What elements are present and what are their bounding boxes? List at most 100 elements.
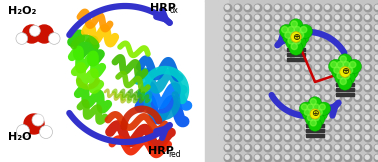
- Circle shape: [355, 75, 359, 79]
- Circle shape: [365, 155, 369, 159]
- Circle shape: [285, 5, 289, 9]
- Circle shape: [314, 134, 322, 142]
- Circle shape: [17, 125, 29, 138]
- Circle shape: [354, 114, 362, 122]
- Circle shape: [337, 62, 343, 68]
- Circle shape: [291, 32, 301, 42]
- Circle shape: [294, 14, 302, 22]
- Circle shape: [264, 134, 272, 142]
- Circle shape: [315, 75, 319, 79]
- Circle shape: [295, 45, 299, 49]
- Circle shape: [275, 75, 279, 79]
- Circle shape: [255, 95, 259, 99]
- Circle shape: [235, 75, 239, 79]
- Circle shape: [374, 154, 378, 162]
- Circle shape: [325, 25, 329, 29]
- Circle shape: [275, 25, 279, 29]
- Circle shape: [284, 104, 292, 112]
- Circle shape: [325, 115, 329, 119]
- Circle shape: [305, 105, 309, 109]
- Circle shape: [305, 155, 309, 159]
- Circle shape: [245, 65, 249, 69]
- Circle shape: [304, 84, 312, 92]
- Circle shape: [285, 95, 289, 99]
- Circle shape: [340, 67, 350, 77]
- Circle shape: [315, 85, 319, 89]
- Circle shape: [245, 135, 249, 139]
- Circle shape: [335, 5, 339, 9]
- Circle shape: [315, 125, 319, 129]
- Circle shape: [224, 124, 232, 132]
- Circle shape: [235, 125, 239, 129]
- Circle shape: [324, 114, 332, 122]
- Circle shape: [282, 27, 288, 33]
- Circle shape: [335, 65, 339, 69]
- Circle shape: [294, 154, 302, 162]
- Circle shape: [294, 4, 302, 12]
- Circle shape: [225, 25, 229, 29]
- Circle shape: [340, 67, 346, 73]
- Circle shape: [292, 36, 306, 50]
- Circle shape: [345, 75, 349, 79]
- Circle shape: [305, 45, 309, 49]
- Circle shape: [254, 84, 262, 92]
- Circle shape: [274, 54, 282, 62]
- Circle shape: [304, 64, 312, 72]
- Circle shape: [304, 34, 312, 42]
- Circle shape: [314, 44, 322, 52]
- Circle shape: [274, 14, 282, 22]
- Circle shape: [274, 94, 282, 102]
- Circle shape: [294, 54, 302, 62]
- Circle shape: [374, 94, 378, 102]
- Circle shape: [304, 4, 312, 12]
- Bar: [336, 88, 354, 91]
- Circle shape: [255, 35, 259, 39]
- Circle shape: [255, 15, 259, 19]
- Circle shape: [264, 84, 272, 92]
- Circle shape: [364, 54, 372, 62]
- Circle shape: [354, 84, 362, 92]
- Bar: [336, 83, 354, 86]
- Circle shape: [345, 125, 349, 129]
- Circle shape: [245, 35, 249, 39]
- Circle shape: [234, 34, 242, 42]
- Circle shape: [224, 44, 232, 52]
- Circle shape: [264, 74, 272, 82]
- Circle shape: [245, 115, 249, 119]
- Circle shape: [284, 74, 292, 82]
- Circle shape: [335, 35, 339, 39]
- Circle shape: [265, 65, 269, 69]
- Circle shape: [364, 14, 372, 22]
- Circle shape: [347, 59, 361, 73]
- Circle shape: [295, 85, 299, 89]
- Circle shape: [244, 154, 252, 162]
- Circle shape: [235, 155, 239, 159]
- Circle shape: [355, 55, 359, 59]
- Circle shape: [344, 144, 352, 152]
- Circle shape: [345, 155, 349, 159]
- Circle shape: [310, 109, 320, 119]
- Circle shape: [305, 102, 319, 115]
- Circle shape: [345, 65, 349, 69]
- Circle shape: [245, 25, 249, 29]
- Circle shape: [235, 95, 239, 99]
- Circle shape: [355, 35, 359, 39]
- Circle shape: [295, 35, 299, 39]
- Circle shape: [374, 4, 378, 12]
- Circle shape: [225, 15, 229, 19]
- Circle shape: [235, 45, 239, 49]
- Circle shape: [345, 95, 349, 99]
- Text: ⊕: ⊕: [341, 66, 349, 76]
- Circle shape: [301, 104, 307, 110]
- Circle shape: [344, 124, 352, 132]
- Circle shape: [35, 25, 53, 43]
- Circle shape: [334, 24, 342, 32]
- Circle shape: [355, 125, 359, 129]
- Circle shape: [264, 24, 272, 32]
- Circle shape: [245, 45, 249, 49]
- Circle shape: [316, 109, 322, 115]
- Circle shape: [305, 95, 309, 99]
- Circle shape: [335, 71, 349, 85]
- Circle shape: [346, 67, 353, 73]
- Circle shape: [374, 134, 378, 142]
